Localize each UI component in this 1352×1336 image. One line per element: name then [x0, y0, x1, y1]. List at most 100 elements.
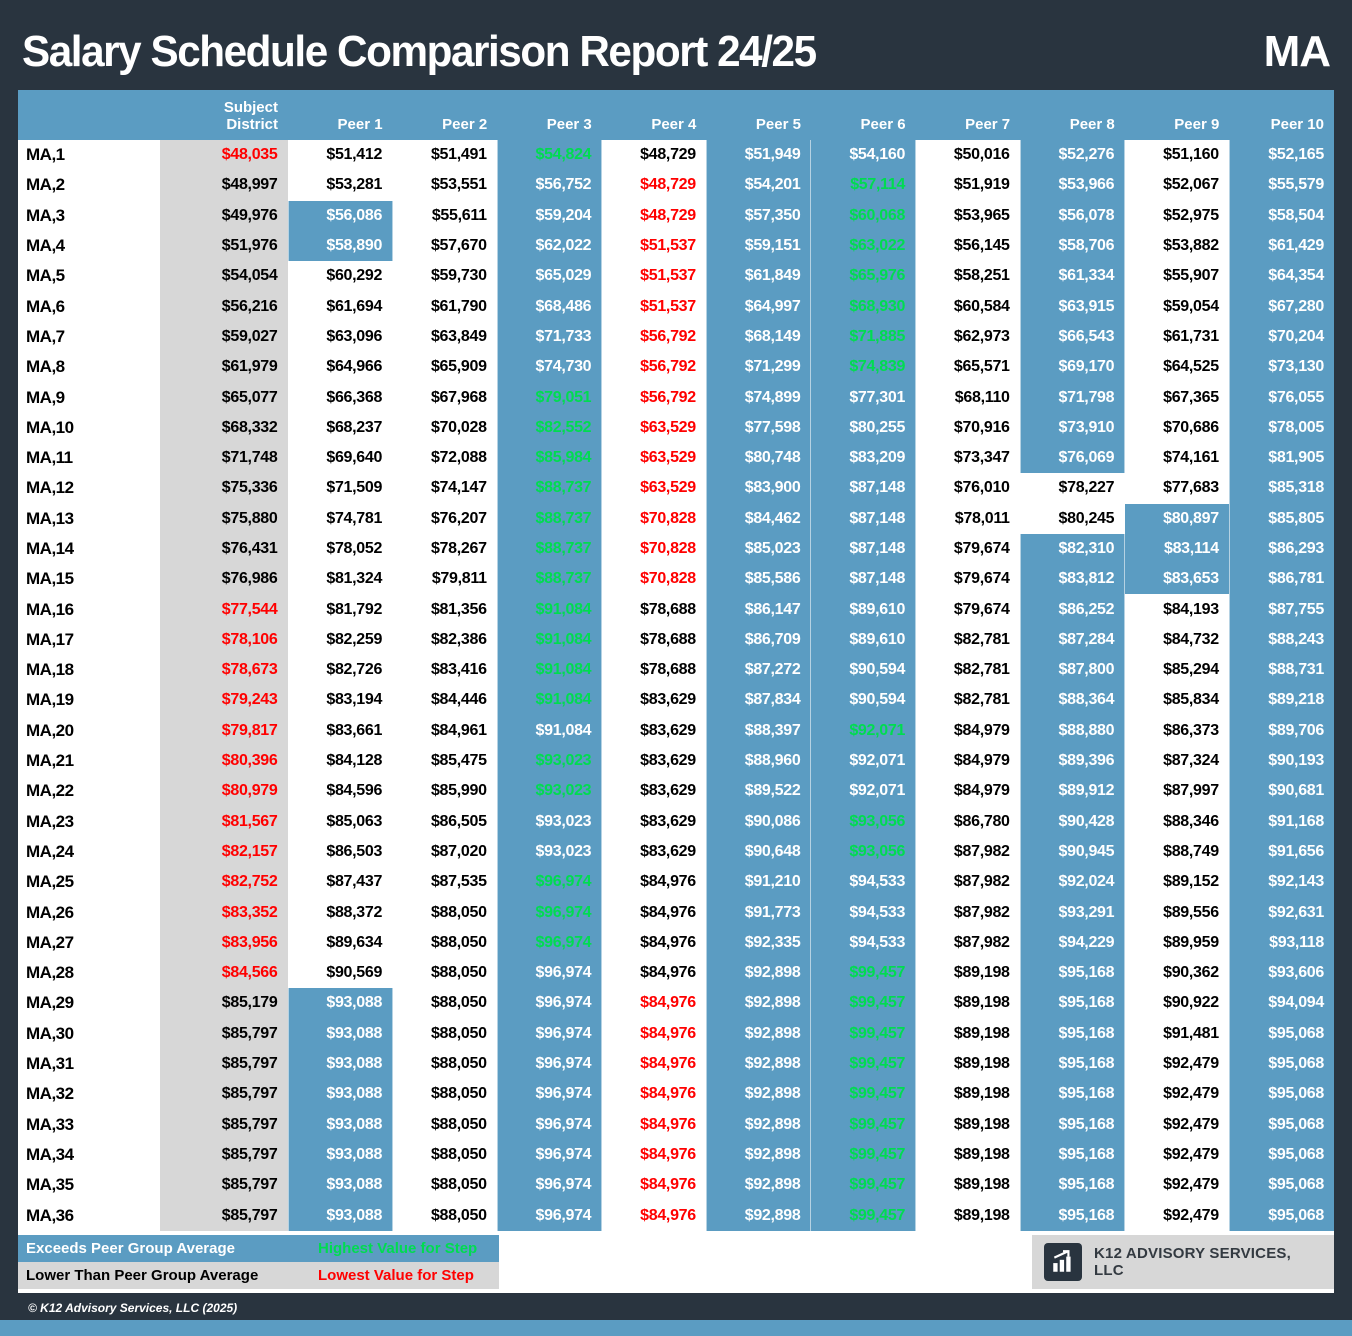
peer-value-cell: $88,050 — [392, 1170, 498, 1201]
peer-value-cell: $92,071 — [810, 745, 917, 777]
peer-value-cell: $90,648 — [706, 836, 812, 868]
column-header: Peer 3 — [497, 90, 602, 140]
peer-value-cell: $92,479 — [1124, 1109, 1230, 1140]
peer-value-cell: $69,170 — [1020, 352, 1126, 383]
subject-district-cell: $56,216 — [160, 291, 289, 322]
table-row: MA,24 $82,157 $86,503 $87,020 $93,023 $83,629… — [18, 836, 1334, 868]
peer-value-cell: $67,280 — [1229, 291, 1334, 322]
peer-value-cell: $51,491 — [392, 140, 498, 171]
peer-value-cell: $79,051 — [497, 382, 603, 413]
row-label: MA,5 — [18, 261, 160, 292]
peer-value-cell: $88,880 — [1020, 715, 1126, 746]
corner-header — [18, 90, 160, 140]
legend-highest-label: Highest Value for Step — [318, 1240, 478, 1257]
column-header: Peer 10 — [1229, 90, 1334, 140]
peer-value-cell: $65,976 — [810, 261, 917, 292]
peer-value-cell: $76,010 — [915, 473, 1021, 504]
peer-value-cell: $87,437 — [288, 867, 394, 898]
peer-value-cell: $87,997 — [1124, 776, 1230, 807]
table-row: MA,27 $83,956 $89,634 $88,050 $96,974 $84,976… — [18, 927, 1334, 959]
peer-value-cell: $88,397 — [706, 715, 812, 746]
peer-value-cell: $62,973 — [915, 321, 1021, 353]
peer-value-cell: $88,050 — [392, 927, 498, 959]
peer-value-cell: $60,068 — [810, 200, 917, 231]
peer-value-cell: $88,050 — [392, 1109, 498, 1140]
table-row: MA,8 $61,979 $64,966 $65,909 $74,730 $56,792 $… — [18, 352, 1334, 383]
peer-value-cell: $85,805 — [1229, 503, 1334, 534]
peer-value-cell: $95,068 — [1229, 1079, 1334, 1110]
peer-value-cell: $63,529 — [601, 412, 707, 443]
peer-value-cell: $84,976 — [601, 988, 707, 1019]
peer-value-cell: $56,792 — [601, 321, 707, 353]
peer-value-cell: $56,752 — [497, 170, 603, 201]
peer-value-cell: $89,556 — [1124, 897, 1230, 928]
table-row: MA,9 $65,077 $66,368 $67,968 $79,051 $56,792 $… — [18, 382, 1334, 413]
peer-value-cell: $87,982 — [915, 836, 1021, 868]
peer-value-cell: $58,504 — [1229, 200, 1334, 231]
bar-chart-growth-icon — [1044, 1243, 1082, 1281]
peer-value-cell: $55,579 — [1229, 170, 1334, 201]
peer-value-cell: $93,088 — [288, 1109, 394, 1140]
table-row: MA,30 $85,797 $93,088 $88,050 $96,974 $84,976… — [18, 1018, 1334, 1049]
row-label: MA,26 — [18, 897, 160, 928]
peer-value-cell: $76,207 — [392, 503, 498, 534]
peer-value-cell: $93,023 — [497, 776, 603, 807]
peer-value-cell: $83,209 — [810, 442, 917, 474]
peer-value-cell: $80,245 — [1020, 503, 1126, 534]
peer-value-cell: $87,535 — [392, 867, 498, 898]
peer-value-cell: $96,974 — [497, 1200, 603, 1231]
subject-district-cell: $79,817 — [160, 715, 289, 746]
peer-value-cell: $90,681 — [1229, 776, 1334, 807]
peer-value-cell: $84,979 — [915, 745, 1021, 777]
peer-value-cell: $74,839 — [810, 352, 917, 383]
subject-district-cell: $79,243 — [160, 685, 289, 716]
peer-value-cell: $70,828 — [601, 533, 707, 565]
row-label: MA,1 — [18, 140, 160, 171]
subject-district-cell: $82,157 — [160, 836, 289, 868]
peer-value-cell: $91,210 — [706, 867, 812, 898]
peer-value-cell: $96,974 — [497, 958, 603, 989]
subject-district-cell: $84,566 — [160, 958, 289, 989]
peer-value-cell: $87,324 — [1124, 745, 1230, 777]
peer-value-cell: $94,533 — [810, 927, 917, 959]
peer-value-cell: $96,974 — [497, 1079, 603, 1110]
bottom-accent-strip — [0, 1320, 1352, 1336]
peer-value-cell: $93,023 — [497, 806, 603, 837]
peer-value-cell: $54,201 — [706, 170, 812, 201]
peer-value-cell: $67,968 — [392, 382, 498, 413]
peer-value-cell: $96,974 — [497, 867, 603, 898]
peer-value-cell: $93,118 — [1229, 927, 1334, 959]
peer-value-cell: $92,335 — [706, 927, 812, 959]
peer-value-cell: $61,429 — [1229, 230, 1334, 262]
peer-value-cell: $70,828 — [601, 564, 707, 595]
peer-value-cell: $82,259 — [288, 624, 394, 656]
peer-value-cell: $99,457 — [810, 988, 917, 1019]
peer-value-cell: $99,457 — [810, 1079, 917, 1110]
peer-value-cell: $84,732 — [1124, 624, 1230, 656]
peer-value-cell: $92,898 — [706, 1079, 812, 1110]
peer-value-cell: $73,347 — [915, 442, 1021, 474]
peer-value-cell: $71,885 — [810, 321, 917, 353]
peer-value-cell: $90,362 — [1124, 958, 1230, 989]
peer-value-cell: $51,412 — [288, 140, 394, 171]
column-header: Peer 2 — [392, 90, 498, 140]
peer-value-cell: $82,726 — [288, 655, 394, 686]
peer-value-cell: $89,634 — [288, 927, 394, 959]
peer-value-cell: $89,912 — [1020, 776, 1126, 807]
peer-value-cell: $91,481 — [1124, 1018, 1230, 1049]
peer-value-cell: $93,606 — [1229, 958, 1334, 989]
brand-name: K12 ADVISORY SERVICES, LLC — [1094, 1245, 1291, 1279]
peer-value-cell: $70,828 — [601, 503, 707, 534]
peer-value-cell: $96,974 — [497, 1109, 603, 1140]
row-label: MA,9 — [18, 382, 160, 413]
peer-value-cell: $96,974 — [497, 927, 603, 959]
peer-value-cell: $92,479 — [1124, 1139, 1230, 1171]
peer-value-cell: $80,748 — [706, 442, 812, 474]
peer-value-cell: $82,781 — [915, 655, 1021, 686]
peer-value-cell: $89,198 — [915, 1170, 1021, 1201]
table-header: Subject District Peer 1 Peer 2 Peer 3 Peer 4… — [18, 90, 1334, 140]
peer-value-cell: $91,773 — [706, 897, 812, 928]
table-row: MA,11 $71,748 $69,640 $72,088 $85,984 $63,529… — [18, 442, 1334, 474]
peer-value-cell: $64,525 — [1124, 352, 1230, 383]
peer-value-cell: $76,055 — [1229, 382, 1334, 413]
